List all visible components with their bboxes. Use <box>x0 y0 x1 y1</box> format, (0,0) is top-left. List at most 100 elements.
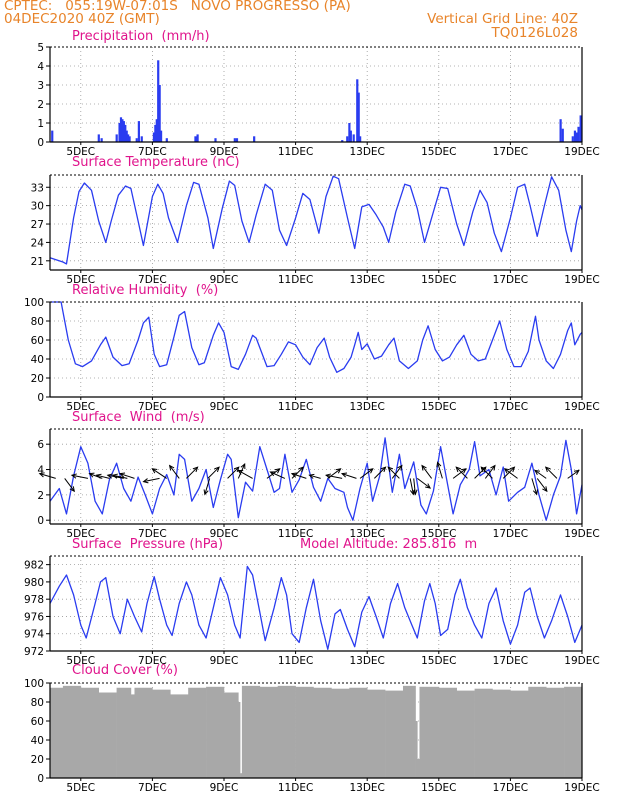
cloud-bar <box>367 689 386 778</box>
wind-xtick-label: 19DEC <box>564 528 599 540</box>
precip-xtick-label: 7DEC <box>138 146 167 158</box>
wind-series-line <box>49 437 583 521</box>
wind-arrow-shaft <box>204 478 211 495</box>
pres-ytick-label: 972 <box>24 646 44 658</box>
precip-bar <box>356 79 359 142</box>
wind-arrow-head <box>69 486 75 493</box>
wind-arrow <box>291 466 305 479</box>
wind-arrow-head <box>534 469 541 476</box>
precip-xtick-label: 9DEC <box>210 146 239 158</box>
precip-bar <box>346 136 349 142</box>
wind-arrow-head <box>503 468 510 474</box>
cloud-ytick-label: 80 <box>31 697 44 709</box>
wind-panel: 0 2 4 6 5DEC 7DEC 9DEC 11DEC 13DEC 15DEC 17DEC 19DE… <box>37 428 600 540</box>
wind-arrow <box>536 478 548 493</box>
cloud-xtick-label: 13DEC <box>349 782 384 794</box>
wind-arrow <box>480 466 493 479</box>
header-model-id: TQ0126L028 <box>491 25 578 41</box>
header-station-line: CPTEC: 055:19W-07:01S NOVO PROGRESSO (PA… <box>4 0 351 14</box>
temp-xtick-label: 19DEC <box>564 274 599 286</box>
wind-arrow-shaft <box>326 474 343 479</box>
precip-bar <box>128 136 131 142</box>
wind-arrow-head <box>421 464 427 471</box>
wind-arrow <box>64 478 75 493</box>
precip-bar <box>118 123 121 142</box>
precip-bar <box>97 134 100 142</box>
pres-xtick-label: 11DEC <box>278 655 313 667</box>
pres-ytick-label: 982 <box>24 560 44 572</box>
cloud-xtick-label: 11DEC <box>278 782 313 794</box>
wind-arrow-head <box>95 473 102 479</box>
rh-panel: 0 20 40 60 80 100 5DEC 7DEC 9DEC 11DEC 13DEC 15DEC 1… <box>24 297 600 413</box>
temp-ytick-label: 24 <box>31 237 45 249</box>
precip-xtick-label: 11DEC <box>278 146 313 158</box>
wind-arrow-head <box>573 469 580 476</box>
cloud-bar <box>80 687 99 778</box>
wind-arrow-shaft <box>64 478 75 492</box>
header-run-date: 04DEC2020 40Z (GMT) <box>4 11 160 27</box>
cloud-bar <box>349 687 368 778</box>
wind-arrow-head <box>387 466 394 473</box>
wind-arrow-shaft <box>413 478 416 495</box>
wind-arrow-shaft <box>545 466 558 479</box>
wind-arrow <box>412 478 418 496</box>
cloud-bar <box>385 690 404 778</box>
wind-arrow-shaft <box>291 473 307 479</box>
cloud-ytick-label: 40 <box>31 735 44 747</box>
wind-arrow-head <box>151 468 158 474</box>
wind-arrow <box>455 466 468 479</box>
wind-arrow-shaft <box>237 469 253 479</box>
wind-xtick-label: 13DEC <box>349 528 384 540</box>
precip-ytick-label: 2 <box>37 99 44 111</box>
wind-arrow <box>203 478 211 496</box>
wind-arrow-shaft <box>169 465 180 479</box>
wind-arrow-head <box>106 473 113 479</box>
cloud-xtick-label: 9DEC <box>210 782 239 794</box>
cloud-bar <box>419 686 440 778</box>
wind-arrow-head <box>237 469 244 475</box>
cloud-bar <box>241 773 243 778</box>
pres-ytick-label: 976 <box>24 611 44 623</box>
wind-arrow-shaft <box>112 474 128 479</box>
wind-arrow <box>502 466 516 479</box>
wind-arrow-shaft <box>437 462 443 479</box>
temp-xtick-label: 9DEC <box>210 274 239 286</box>
wind-arrow-head <box>111 473 118 479</box>
wind-arrow-shaft <box>409 478 414 495</box>
wind-arrow-shaft <box>536 478 548 492</box>
cloud-panel-title: Cloud Cover (%) <box>72 663 178 678</box>
cloud-bar <box>152 689 171 778</box>
precip-panel: 0 1 2 3 4 5 5DEC 7DEC 9DEC 11DEC 13DEC 15DEC 17DEC 19… <box>37 42 599 158</box>
cloud-bar <box>402 685 416 778</box>
wind-arrow-shaft <box>484 465 496 479</box>
pres-xtick-label: 7DEC <box>138 655 167 667</box>
wind-arrow <box>387 466 400 479</box>
wind-arrow-shaft <box>474 466 487 479</box>
wind-arrow-head <box>367 468 374 474</box>
wind-arrow-head <box>192 466 199 473</box>
temp-xtick-label: 13DEC <box>349 274 384 286</box>
cloud-bar <box>331 688 350 778</box>
cloud-bar <box>528 686 547 778</box>
header-vertical-grid-info: Vertical Grid Line: 40Z <box>427 11 578 27</box>
temp-panel-title: Surface Temperature (nC) <box>72 155 240 170</box>
temp-xtick-label: 17DEC <box>493 274 528 286</box>
wind-arrow-shaft <box>119 473 135 479</box>
wind-arrow-head <box>532 489 538 496</box>
cloud-xtick-label: 5DEC <box>66 782 95 794</box>
wind-arrow-shaft <box>480 466 493 479</box>
pres-ytick-label: 978 <box>24 594 44 606</box>
wind-arrow <box>186 466 199 479</box>
precip-bar <box>359 136 362 142</box>
precip-bar <box>573 130 577 142</box>
temp-panel: 21 24 27 30 33 5DEC 7DEC 9DEC 11DEC 13DEC 15DEC 17D… <box>31 174 600 286</box>
wind-arrow-shaft <box>391 465 403 479</box>
cloud-bar <box>417 759 420 778</box>
cloud-ytick-label: 0 <box>37 773 44 785</box>
rh-series-line <box>50 301 583 373</box>
rh-xtick-label: 7DEC <box>138 401 167 413</box>
wind-arrow <box>340 472 357 479</box>
rh-ytick-label: 60 <box>31 335 44 347</box>
wind-arrow-shaft <box>270 471 286 479</box>
wind-arrow <box>325 473 343 479</box>
